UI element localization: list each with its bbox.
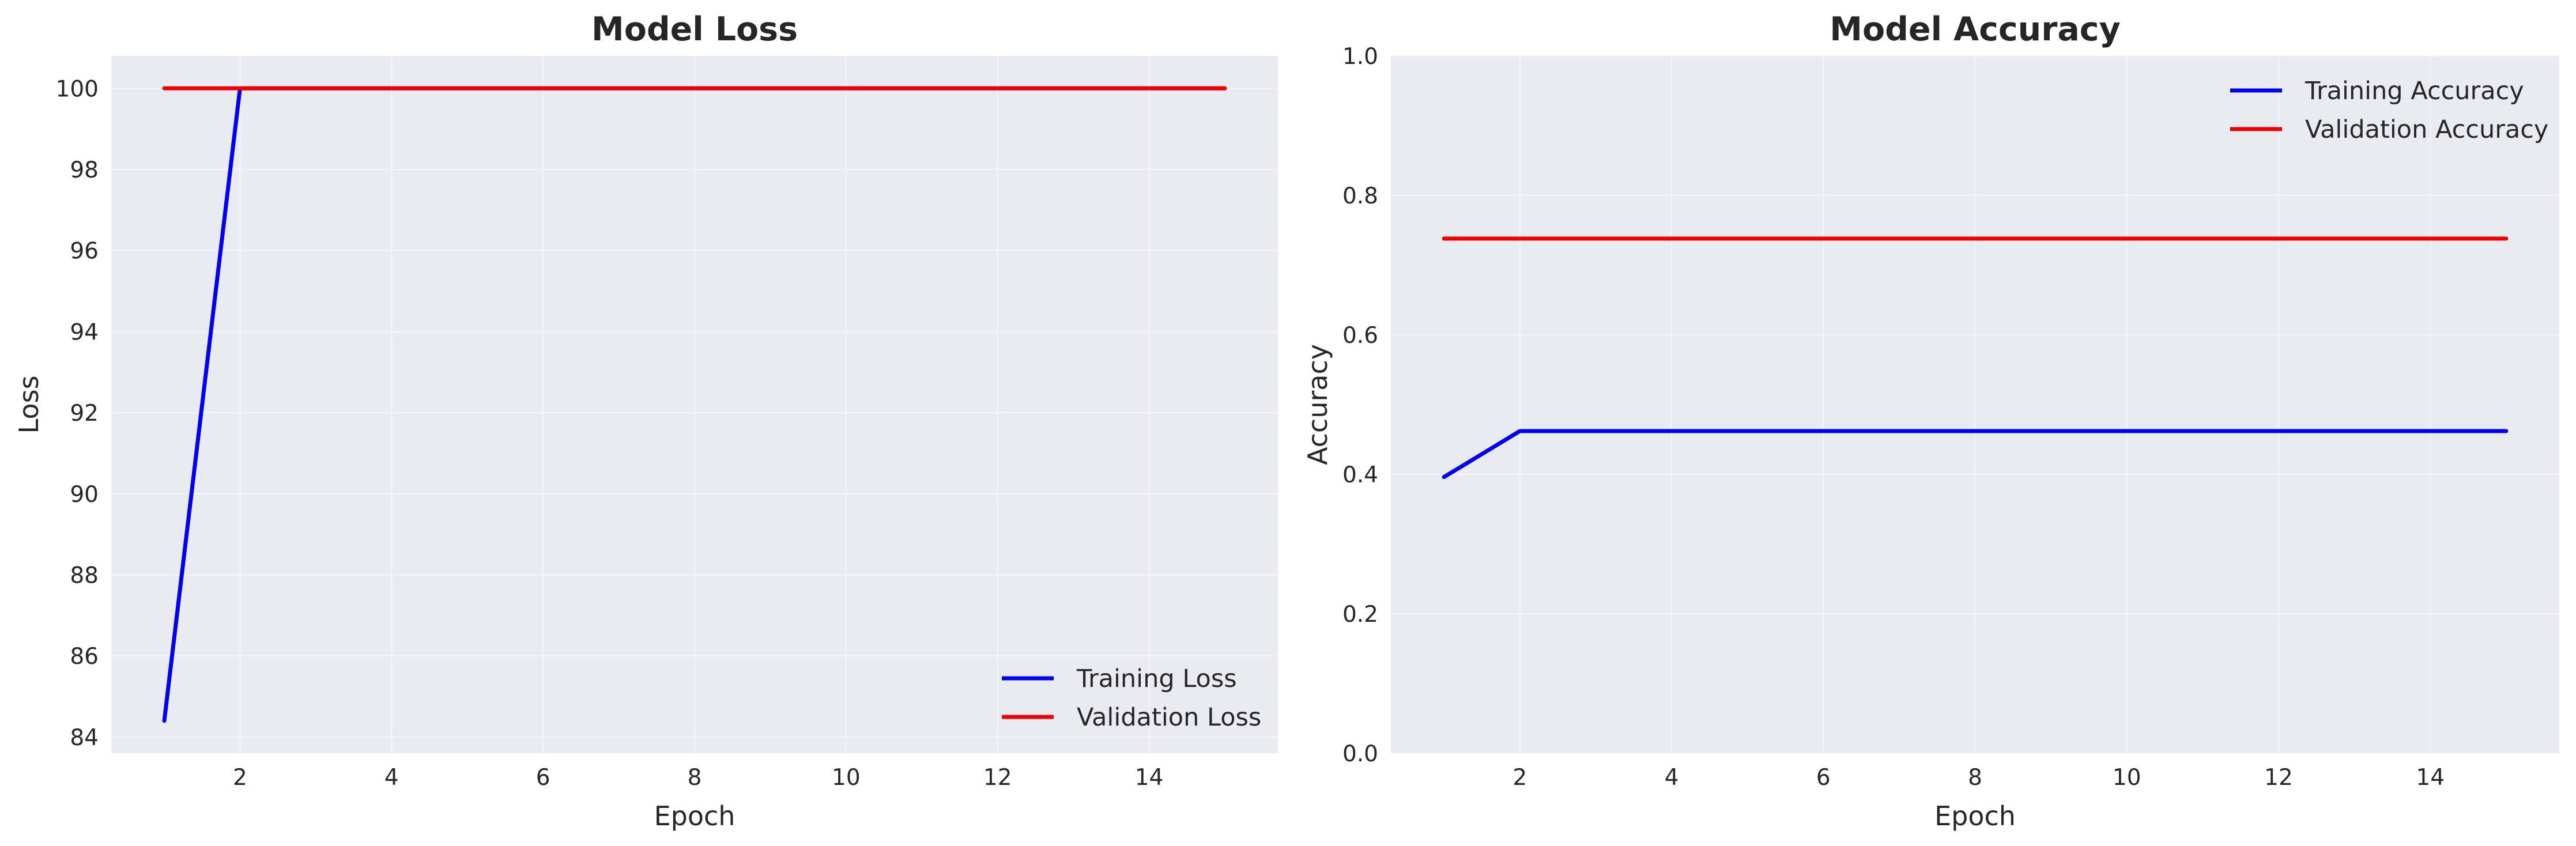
- y-tick-label: 88: [70, 562, 99, 588]
- x-tick-label: 10: [2113, 765, 2141, 791]
- loss-chart: 2 4 6 8 10 12 14 84 86 88 90 92 94 96 98 100 Model Loss E…: [13, 10, 1278, 832]
- x-axis-label: Epoch: [1934, 800, 2016, 832]
- x-tick-label: 10: [832, 765, 861, 791]
- y-tick-label: 0.6: [1342, 323, 1378, 349]
- x-tick-label: 6: [1816, 765, 1831, 791]
- x-tick-label: 2: [1513, 765, 1527, 791]
- legend-label: Validation Loss: [1077, 703, 1261, 732]
- y-axis-label: Loss: [13, 376, 44, 434]
- legend: Training Accuracy Validation Accuracy: [2230, 77, 2548, 144]
- y-tick-label: 0.2: [1342, 602, 1378, 628]
- x-tick-label: 4: [1665, 765, 1679, 791]
- x-tick-label: 14: [1135, 765, 1164, 791]
- y-tick-label: 98: [70, 157, 99, 183]
- x-tick-label: 14: [2416, 765, 2445, 791]
- x-tick-label: 12: [983, 765, 1012, 791]
- y-tick-label: 1.0: [1342, 44, 1378, 70]
- y-tick-label: 100: [56, 76, 99, 102]
- legend: Training Loss Validation Loss: [1002, 664, 1261, 732]
- x-tick-label: 6: [536, 765, 550, 791]
- x-tick-label: 12: [2264, 765, 2293, 791]
- x-tick-label: 8: [688, 765, 702, 791]
- y-axis-label: Accuracy: [1302, 344, 1333, 465]
- y-tick-label: 0.8: [1342, 183, 1378, 209]
- x-tick-label: 4: [384, 765, 399, 791]
- y-tick-label: 0.0: [1342, 741, 1378, 767]
- x-tick-label: 8: [1968, 765, 1982, 791]
- series-line-training: [1442, 429, 2509, 479]
- y-tick-label: 86: [70, 644, 99, 670]
- y-tick-label: 0.4: [1342, 462, 1378, 488]
- y-tick-label: 90: [70, 482, 99, 508]
- y-tick-label: 94: [70, 319, 99, 345]
- x-tick-label: 2: [233, 765, 247, 791]
- legend-label: Training Loss: [1076, 664, 1237, 693]
- legend-label: Validation Accuracy: [2305, 115, 2548, 144]
- y-tick-label: 92: [70, 401, 99, 426]
- x-axis-label: Epoch: [654, 800, 736, 832]
- chart-title: Model Loss: [591, 10, 798, 48]
- y-tick-label: 96: [70, 239, 99, 265]
- y-tick-label: 84: [70, 725, 99, 751]
- accuracy-chart: 2 4 6 8 10 12 14 0.0 0.2 0.4 0.6 0.8 1.0 Model Accura…: [1302, 10, 2559, 832]
- legend-label: Training Accuracy: [2305, 77, 2524, 105]
- chart-title: Model Accuracy: [1830, 10, 2121, 48]
